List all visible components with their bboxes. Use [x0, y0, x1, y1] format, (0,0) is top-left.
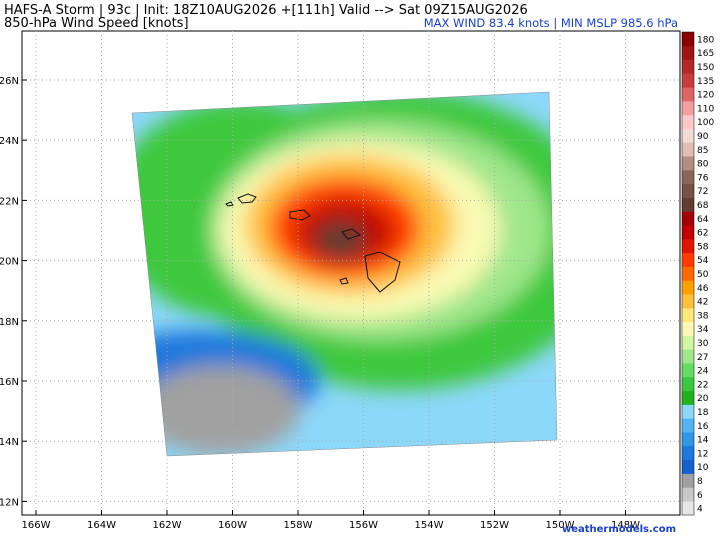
lon-label: 148W [611, 520, 640, 531]
lon-label: 152W [480, 520, 509, 531]
subtitle: 850-hPa Wind Speed [knots] [4, 16, 189, 31]
colorbar-swatch [682, 211, 694, 226]
colorbar-swatch [682, 101, 694, 116]
colorbar-label: 20 [697, 394, 709, 404]
colorbar-swatch [682, 142, 694, 157]
colorbar-label: 14 [697, 436, 709, 446]
lon-label: 158W [284, 520, 313, 531]
colorbar-label: 85 [697, 146, 708, 156]
lon-label: 156W [349, 520, 378, 531]
lat-label: 14N [0, 437, 19, 448]
lat-label: 24N [0, 136, 19, 147]
colorbar-label: 18 [697, 408, 709, 418]
colorbar-swatch [682, 197, 694, 212]
colorbar-label: 72 [697, 187, 708, 197]
stats: MAX WIND 83.4 knots | MIN MSLP 985.6 hPa [424, 16, 678, 30]
colorbar-swatch [682, 473, 694, 488]
colorbar-swatch [682, 294, 694, 309]
colorbar-swatch [682, 363, 694, 378]
colorbar-swatch [682, 45, 694, 60]
colorbar-swatch [682, 252, 694, 267]
colorbar-swatch [682, 377, 694, 392]
lon-label: 154W [415, 520, 444, 531]
colorbar-label: 110 [697, 104, 714, 114]
lon-label: 166W [22, 520, 51, 531]
lon-label: 160W [218, 520, 247, 531]
lon-label: 162W [153, 520, 182, 531]
colorbar-label: 76 [697, 173, 709, 183]
colorbar-swatch [682, 335, 694, 350]
colorbar-swatch [682, 418, 694, 433]
colorbar-swatch [682, 501, 694, 516]
colorbar-swatch [682, 446, 694, 461]
colorbar-label: 64 [697, 215, 709, 225]
colorbar-frame [681, 31, 695, 516]
colorbar-swatch [682, 156, 694, 171]
colorbar-label: 90 [697, 132, 709, 142]
lat-label: 22N [0, 196, 19, 207]
colorbar-label: 80 [697, 160, 709, 170]
colorbar-swatch [682, 87, 694, 102]
colorbar-swatch [682, 183, 694, 198]
colorbar-swatch [682, 225, 694, 240]
colorbar-label: 38 [697, 311, 709, 321]
colorbar-swatch [682, 32, 694, 47]
colorbar-swatch [682, 114, 694, 129]
colorbar-label: 16 [697, 422, 709, 432]
colorbar-swatch [682, 432, 694, 447]
colorbar-label: 165 [697, 49, 714, 59]
colorbar-label: 46 [697, 284, 709, 294]
lat-label: 26N [0, 76, 19, 87]
colorbar-label: 150 [697, 63, 714, 73]
colorbar-label: 68 [697, 201, 709, 211]
colorbar-swatch [682, 128, 694, 143]
colorbar-swatch [682, 459, 694, 474]
colorbar-label: 30 [697, 339, 709, 349]
lat-label: 20N [0, 257, 19, 268]
colorbar-swatch [682, 239, 694, 254]
colorbar-swatch [682, 404, 694, 419]
lon-label: 150W [546, 520, 575, 531]
colorbar-swatch [682, 321, 694, 336]
colorbar-swatch [682, 59, 694, 74]
axis-labels: 26N 24N 22N 20N 18N 16N 14N 12N 166W 164W 162W 160W… [0, 76, 640, 531]
colorbar-swatch [682, 349, 694, 364]
colorbar-swatch [682, 170, 694, 185]
title: HAFS-A Storm | 93c | Init: 18Z10AUG2026 … [4, 3, 528, 18]
colorbar-swatch [682, 390, 694, 405]
colorbar-label: 10 [697, 463, 709, 473]
colorbar-label: 100 [697, 118, 714, 128]
colorbar-label: 22 [697, 380, 708, 390]
colorbar-label: 54 [697, 256, 709, 266]
colorbar-swatch [682, 266, 694, 281]
graticule [22, 31, 680, 515]
colorbar: 4681012141618202224273034384246505458626… [681, 31, 714, 516]
colorbar-swatch [682, 487, 694, 502]
colorbar-label: 50 [697, 270, 709, 280]
domain-edge [131, 91, 558, 457]
colorbar-label: 34 [697, 325, 709, 335]
coastlines [225, 193, 401, 293]
colorbar-label: 6 [697, 491, 703, 501]
colorbar-swatch [682, 308, 694, 323]
colorbar-label: 27 [697, 353, 708, 363]
colorbar-swatch [682, 73, 694, 88]
colorbar-label: 12 [697, 449, 708, 459]
colorbar-label: 135 [697, 77, 714, 87]
lat-label: 18N [0, 317, 19, 328]
colorbar-label: 42 [697, 298, 708, 308]
lat-label: 16N [0, 377, 19, 388]
colorbar-label: 4 [697, 505, 703, 515]
colorbar-swatch [682, 280, 694, 295]
colorbar-label: 8 [697, 477, 703, 487]
colorbar-label: 24 [697, 367, 709, 377]
lat-label: 12N [0, 497, 19, 508]
colorbar-label: 120 [697, 91, 714, 101]
colorbar-label: 180 [697, 35, 714, 45]
colorbar-label: 58 [697, 242, 709, 252]
lon-label: 164W [87, 520, 116, 531]
watermark: weathermodels.com [562, 524, 676, 535]
colorbar-label: 62 [697, 229, 708, 239]
